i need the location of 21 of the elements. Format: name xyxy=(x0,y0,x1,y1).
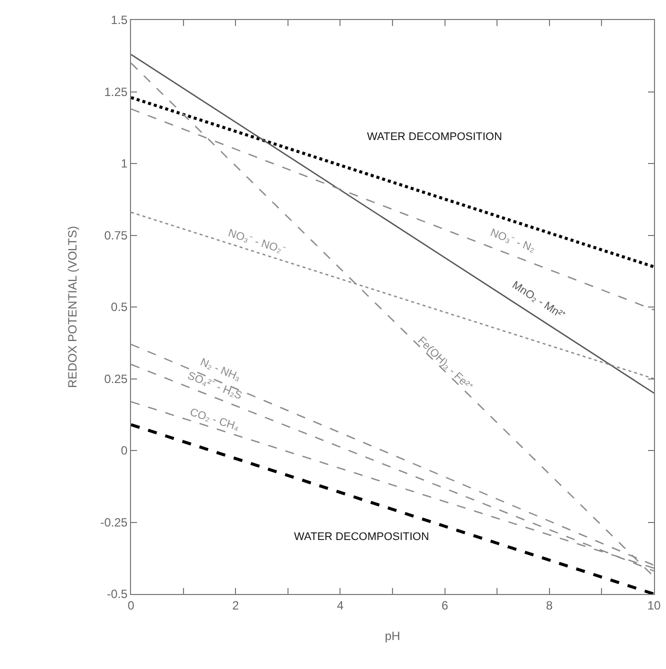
x-tick-label: 6 xyxy=(441,598,448,612)
y-tick-label: 0.5 xyxy=(110,300,128,314)
x-axis-title: pH xyxy=(384,629,400,643)
y-tick-label: 0 xyxy=(120,444,128,458)
y-tick-label: 1.5 xyxy=(110,13,128,28)
y-tick-label: 1 xyxy=(120,156,128,171)
x-tick-label: 4 xyxy=(336,598,344,612)
y-tick-label: -0.25 xyxy=(100,515,128,530)
y-tick-label: 1.25 xyxy=(104,84,128,99)
y-tick-label: -0.5 xyxy=(106,587,128,602)
x-tick-label: 10 xyxy=(647,598,661,612)
y-tick-label: 0.75 xyxy=(104,228,128,242)
annotation: WATER DECOMPOSITION xyxy=(367,131,502,143)
x-tick-label: 2 xyxy=(232,598,240,612)
annotation: WATER DECOMPOSITION xyxy=(294,531,430,543)
y-axis-title: REDOX POTENTIAL (VOLTS) xyxy=(66,226,80,388)
text: NO₃⁻ - N₂ xyxy=(488,226,537,255)
text: CO₂ - CH₄ xyxy=(188,406,241,434)
x-tick-label: 8 xyxy=(546,598,554,612)
y-tick-label: 0.25 xyxy=(104,372,128,386)
text: NO₃⁻ - NO₂⁻ xyxy=(226,227,287,257)
